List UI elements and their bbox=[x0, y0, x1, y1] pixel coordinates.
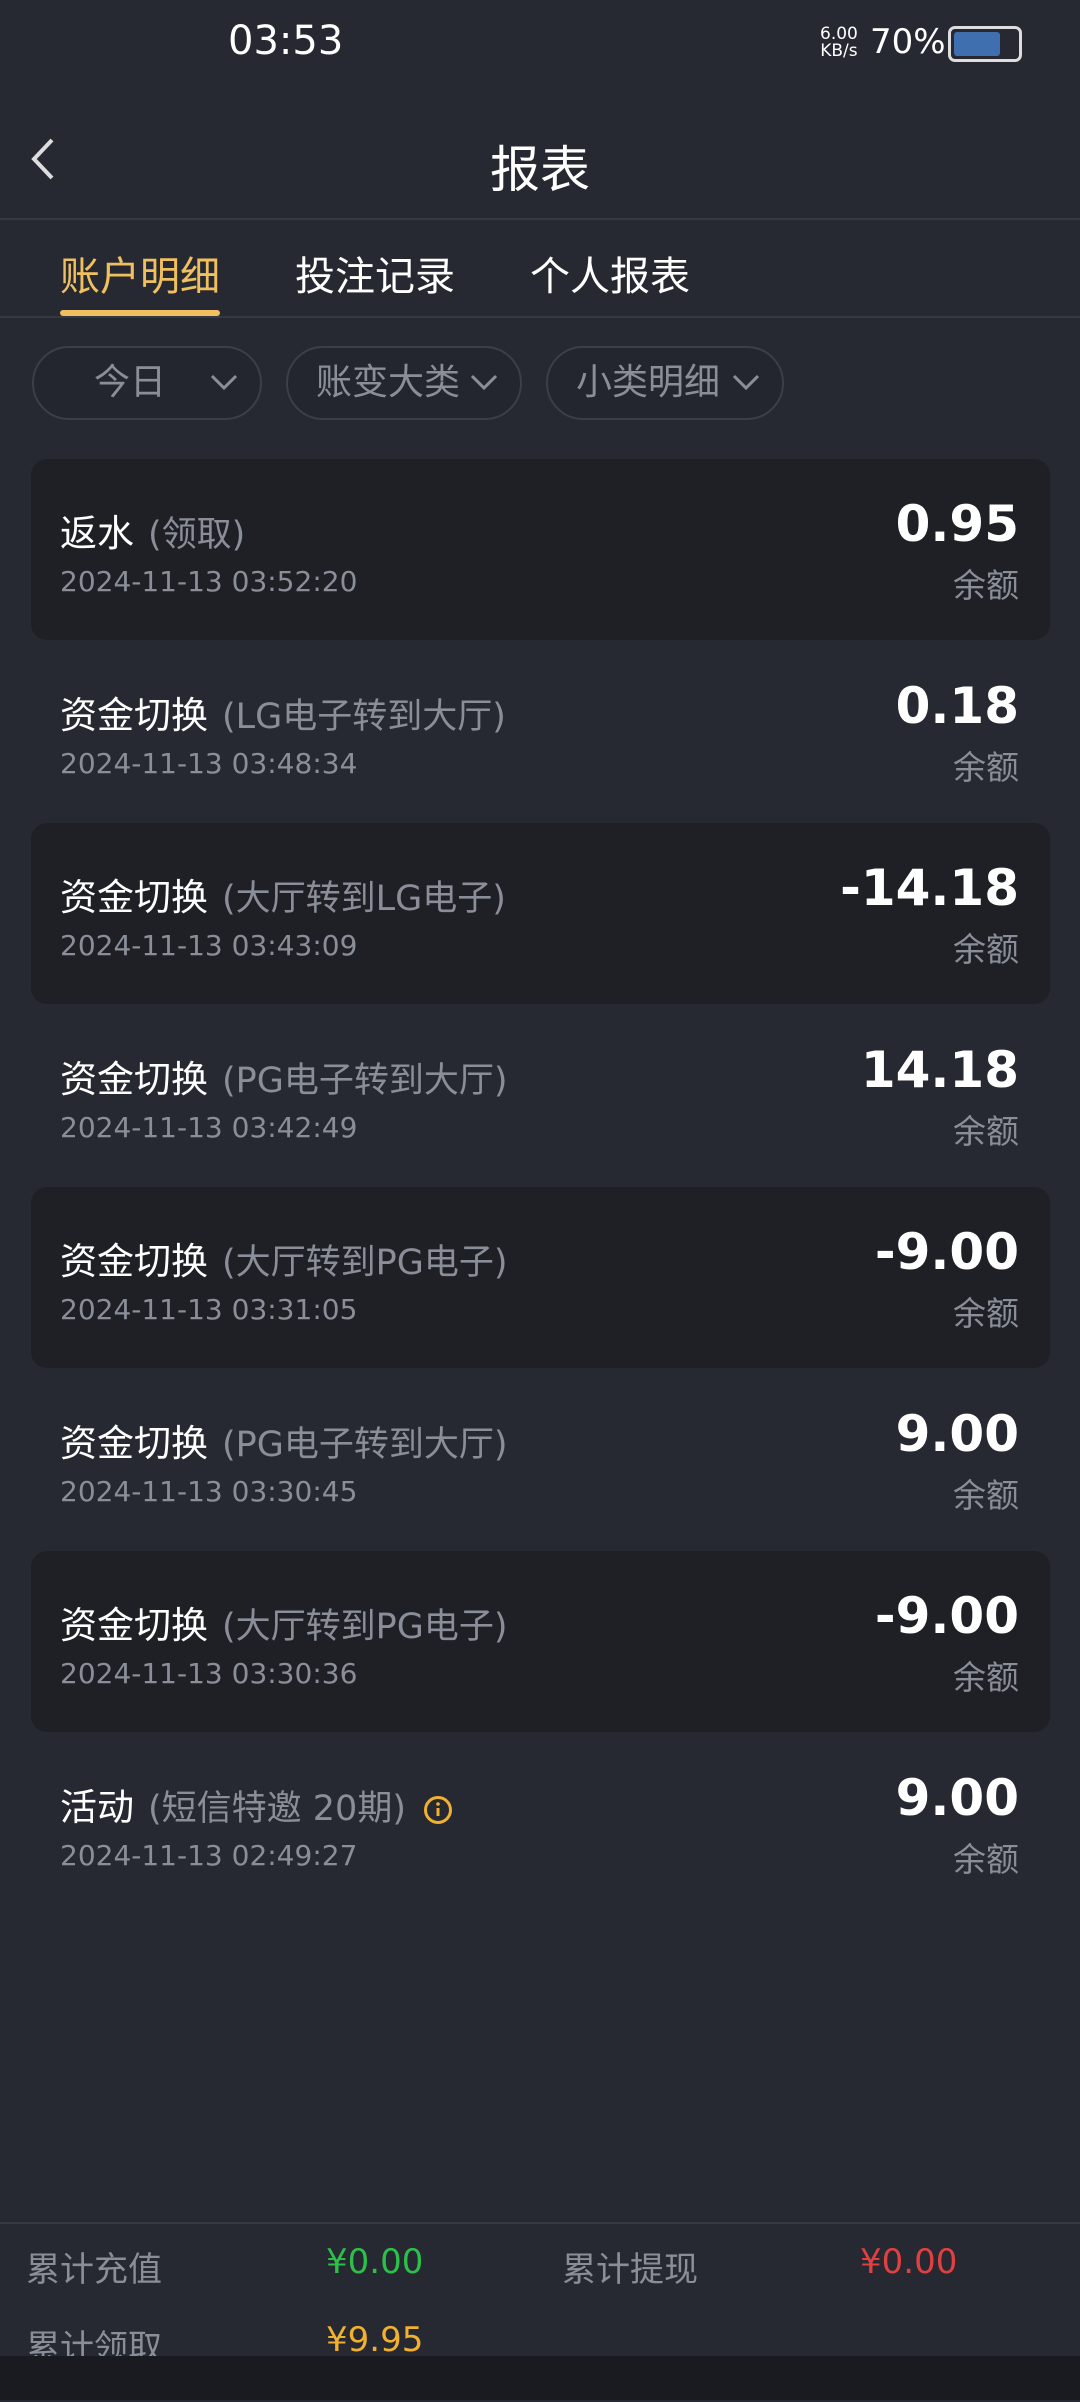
net-speed: 6.00 KB/s bbox=[820, 26, 858, 60]
status-bar: 03:53 6.00 KB/s 70% bbox=[0, 0, 1080, 90]
balance-label: 余额 bbox=[953, 1112, 1019, 1151]
record[interactable]: 返水 (领取) 2024-11-13 03:52:20 0.95 余额 bbox=[31, 459, 1050, 640]
record-title-row: 资金切换 (大厅转到PG电子) bbox=[60, 1231, 508, 1285]
record-time: 2024-11-13 03:43:09 bbox=[60, 929, 358, 962]
record-title: 资金切换 bbox=[60, 1422, 208, 1465]
record-detail: (PG电子转到大厅) bbox=[222, 1061, 508, 1101]
nav-bar bbox=[0, 2356, 1080, 2400]
tab-bar: 账户明细 投注记录 个人报表 bbox=[0, 220, 1080, 318]
speed-value: 6.00 bbox=[820, 24, 858, 44]
record-title-row: 资金切换 (LG电子转到大厅) bbox=[60, 685, 506, 739]
tab[interactable]: 账户明细 bbox=[60, 254, 220, 300]
record-title: 活动 bbox=[60, 1786, 134, 1829]
record-amount: 9.00 bbox=[895, 1769, 1019, 1827]
record-title-row: 资金切换 (PG电子转到大厅) bbox=[60, 1049, 508, 1103]
record-time: 2024-11-13 03:30:36 bbox=[60, 1657, 358, 1690]
record[interactable]: 资金切换 (大厅转到PG电子) 2024-11-13 03:30:36 -9.00 余额 bbox=[31, 1551, 1050, 1732]
balance-label: 余额 bbox=[953, 1476, 1019, 1515]
filter-label: 今日 bbox=[94, 362, 167, 403]
record-title: 资金切换 bbox=[60, 1058, 208, 1101]
record-time: 2024-11-13 02:49:27 bbox=[60, 1839, 358, 1872]
balance-label: 余额 bbox=[953, 566, 1019, 605]
tab-indicator bbox=[60, 310, 220, 316]
record-title: 返水 bbox=[60, 512, 134, 555]
record[interactable]: 资金切换 (大厅转到PG电子) 2024-11-13 03:31:05 -9.00 余额 bbox=[31, 1187, 1050, 1368]
record-amount: 0.95 bbox=[895, 495, 1019, 553]
record-time: 2024-11-13 03:42:49 bbox=[60, 1111, 358, 1144]
record-time: 2024-11-13 03:31:05 bbox=[60, 1293, 358, 1326]
record-title-row: 资金切换 (大厅转到LG电子) bbox=[60, 867, 506, 921]
record[interactable]: 资金切换 (PG电子转到大厅) 2024-11-13 03:42:49 14.18 余额 bbox=[31, 1005, 1050, 1186]
record-title-row: 资金切换 (大厅转到PG电子) bbox=[60, 1595, 508, 1649]
record-amount: 0.18 bbox=[895, 677, 1019, 735]
chevron bbox=[470, 374, 498, 391]
record-detail: (大厅转到PG电子) bbox=[222, 1607, 508, 1647]
summary-label: 累计充值 bbox=[26, 2250, 162, 2290]
record-detail: (LG电子转到大厅) bbox=[222, 697, 506, 737]
battery-level: 70% bbox=[870, 22, 946, 62]
record[interactable]: 资金切换 (PG电子转到大厅) 2024-11-13 03:30:45 9.00 余额 bbox=[31, 1369, 1050, 1550]
tab[interactable]: 投注记录 bbox=[295, 254, 455, 300]
balance-label: 余额 bbox=[953, 1840, 1019, 1879]
clock: 03:53 bbox=[228, 18, 344, 64]
record-detail: (大厅转到LG电子) bbox=[222, 879, 506, 919]
chevron bbox=[210, 374, 238, 391]
filter-label: 小类明细 bbox=[576, 362, 721, 403]
record-amount: 14.18 bbox=[860, 1041, 1019, 1099]
summary-value: ¥0.00 bbox=[326, 2242, 424, 2282]
record-title-row: 返水 (领取) bbox=[60, 503, 245, 557]
balance-label: 余额 bbox=[953, 748, 1019, 787]
summary-value: ¥0.00 bbox=[860, 2242, 958, 2282]
record-title: 资金切换 bbox=[60, 694, 208, 737]
record-time: 2024-11-13 03:52:20 bbox=[60, 565, 358, 598]
record-time: 2024-11-13 03:48:34 bbox=[60, 747, 358, 780]
record-title: 资金切换 bbox=[60, 1604, 208, 1647]
filter-dropdown[interactable]: 小类明细 bbox=[546, 346, 784, 420]
record-detail: (领取) bbox=[148, 515, 246, 555]
summary-value: ¥9.95 bbox=[326, 2320, 424, 2360]
record[interactable]: 活动 (短信特邀 20期) 2024-11-13 02:49:27 9.00 余额 bbox=[31, 1733, 1050, 1914]
record-detail: (大厅转到PG电子) bbox=[222, 1243, 508, 1283]
record-time: 2024-11-13 03:30:45 bbox=[60, 1475, 358, 1508]
page-title: 报表 bbox=[490, 141, 590, 199]
filter-dropdown[interactable]: 账变大类 bbox=[286, 346, 522, 420]
info-icon[interactable] bbox=[423, 1795, 452, 1824]
balance-label: 余额 bbox=[953, 1294, 1019, 1333]
battery-icon bbox=[948, 26, 1022, 62]
record-title-row: 资金切换 (PG电子转到大厅) bbox=[60, 1413, 508, 1467]
balance-label: 余额 bbox=[953, 1658, 1019, 1697]
record-amount: -9.00 bbox=[874, 1587, 1019, 1645]
record-title: 资金切换 bbox=[60, 1240, 208, 1283]
record[interactable]: 资金切换 (大厅转到LG电子) 2024-11-13 03:43:09 -14.18 余… bbox=[31, 823, 1050, 1004]
record-amount: -14.18 bbox=[840, 859, 1019, 917]
record-title-row: 活动 (短信特邀 20期) bbox=[60, 1777, 452, 1831]
record-amount: 9.00 bbox=[895, 1405, 1019, 1463]
header: 报表 bbox=[0, 90, 1080, 220]
info-glyph bbox=[436, 1801, 440, 1816]
record[interactable]: 资金切换 (LG电子转到大厅) 2024-11-13 03:48:34 0.18 余额 bbox=[31, 641, 1050, 822]
chevron bbox=[732, 374, 760, 391]
record-title: 资金切换 bbox=[60, 876, 208, 919]
record-detail: (短信特邀 20期) bbox=[148, 1789, 406, 1829]
balance-label: 余额 bbox=[953, 930, 1019, 969]
back-button[interactable] bbox=[24, 134, 64, 184]
record-amount: -9.00 bbox=[874, 1223, 1019, 1281]
summary-label: 累计提现 bbox=[562, 2250, 698, 2290]
filter-dropdown[interactable]: 今日 bbox=[32, 346, 262, 420]
filter-label: 账变大类 bbox=[316, 362, 461, 403]
speed-unit: KB/s bbox=[820, 41, 858, 61]
battery-fill bbox=[954, 32, 1000, 56]
tab[interactable]: 个人报表 bbox=[530, 254, 690, 300]
record-detail: (PG电子转到大厅) bbox=[222, 1425, 508, 1465]
